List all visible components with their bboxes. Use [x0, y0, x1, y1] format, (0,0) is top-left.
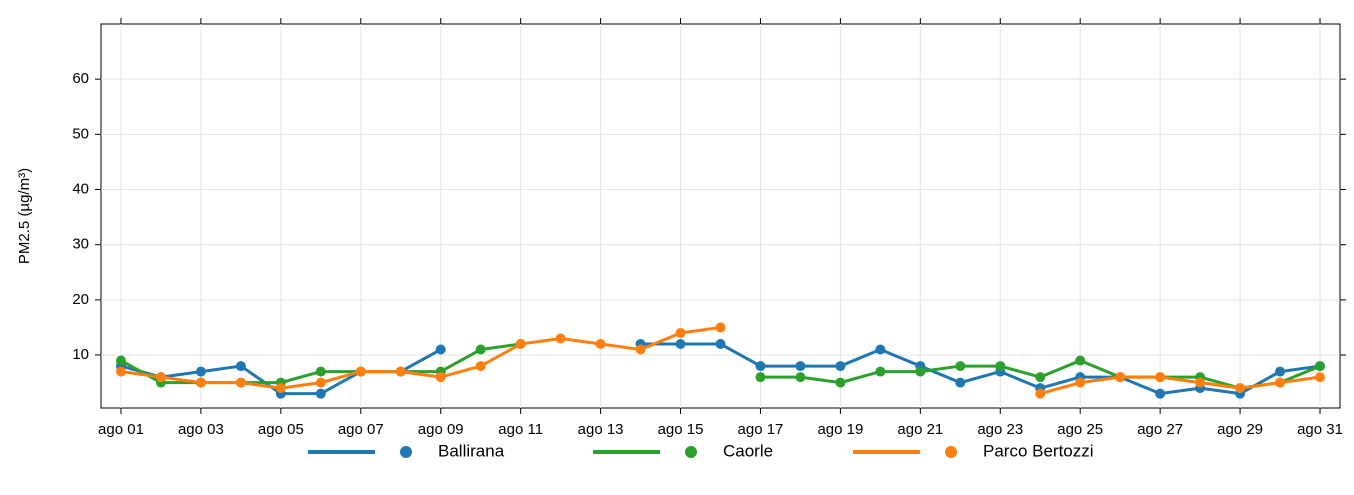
legend-label: Ballirana — [438, 441, 505, 460]
data-point — [1155, 372, 1166, 383]
data-point — [395, 366, 406, 377]
x-tick-label: ago 03 — [178, 421, 224, 438]
data-point — [795, 372, 806, 383]
data-point — [915, 366, 926, 377]
data-point — [315, 388, 326, 399]
x-tick-label: ago 07 — [338, 421, 384, 438]
data-point — [995, 361, 1006, 372]
plot-frame — [100, 23, 1341, 409]
data-point — [715, 339, 726, 349]
x-tick-label: ago 29 — [1217, 421, 1263, 438]
series-line — [120, 342, 1321, 390]
data-point — [195, 377, 206, 388]
x-tick-label: ago 27 — [1137, 421, 1183, 438]
x-tick-label: ago 19 — [817, 421, 863, 438]
x-tick-label: ago 25 — [1057, 421, 1103, 438]
data-point — [355, 366, 366, 377]
x-tick-label: ago 21 — [897, 421, 943, 438]
legend-marker — [400, 446, 412, 458]
data-point — [1115, 372, 1126, 383]
data-point — [955, 361, 966, 372]
data-point — [1075, 355, 1086, 366]
data-point — [315, 377, 326, 388]
y-tick-label: 60 — [72, 70, 89, 87]
data-point — [435, 344, 446, 355]
data-point — [1195, 377, 1206, 388]
y-tick-label: 40 — [72, 180, 89, 197]
legend-marker — [945, 446, 957, 458]
y-tick-label: 50 — [72, 125, 89, 142]
data-point — [635, 344, 646, 355]
data-point — [1155, 388, 1166, 399]
data-point — [795, 361, 806, 372]
y-axis-label: PM2.5 (µg/m³) — [16, 168, 33, 264]
data-point — [595, 339, 606, 349]
legend-label: Caorle — [723, 441, 773, 460]
x-tick-label: ago 05 — [258, 421, 304, 438]
data-point — [435, 372, 446, 383]
data-point — [555, 333, 566, 344]
x-tick-label: ago 23 — [977, 421, 1023, 438]
data-point — [155, 372, 166, 383]
data-point — [875, 344, 886, 355]
data-point — [515, 339, 526, 349]
data-point — [475, 361, 486, 372]
legend-marker — [685, 446, 697, 458]
data-point — [235, 361, 246, 372]
data-point — [475, 344, 486, 355]
data-point — [1315, 372, 1326, 383]
data-point — [1275, 366, 1286, 377]
x-tick-label: ago 17 — [738, 421, 784, 438]
x-tick-label: ago 01 — [98, 421, 144, 438]
x-tick-label: ago 13 — [578, 421, 624, 438]
y-tick-label: 10 — [72, 346, 89, 363]
data-point — [1075, 377, 1086, 388]
data-point — [715, 322, 726, 333]
data-point — [315, 366, 326, 377]
data-point — [675, 327, 686, 338]
data-point — [235, 377, 246, 388]
data-point — [1275, 377, 1286, 388]
data-point — [1315, 361, 1326, 372]
x-tick-label: ago 09 — [418, 421, 464, 438]
data-point — [1035, 372, 1046, 383]
data-point — [835, 361, 846, 372]
x-tick-label: ago 11 — [498, 421, 543, 438]
x-tick-label: ago 15 — [658, 421, 704, 438]
data-point — [755, 372, 766, 383]
y-tick-label: 20 — [72, 291, 89, 308]
data-point — [875, 366, 886, 377]
data-point — [115, 355, 126, 366]
data-point — [195, 366, 206, 377]
x-tick-label: ago 31 — [1297, 421, 1343, 438]
data-point — [835, 377, 846, 388]
data-point — [755, 361, 766, 372]
y-tick-label: 30 — [72, 236, 89, 253]
data-point — [115, 366, 126, 377]
series-line — [120, 325, 1321, 396]
data-point — [955, 377, 966, 388]
data-point — [1035, 388, 1046, 399]
data-point — [275, 383, 286, 394]
data-point — [1235, 383, 1246, 394]
data-point — [675, 339, 686, 349]
legend-label: Parco Bertozzi — [983, 441, 1094, 460]
